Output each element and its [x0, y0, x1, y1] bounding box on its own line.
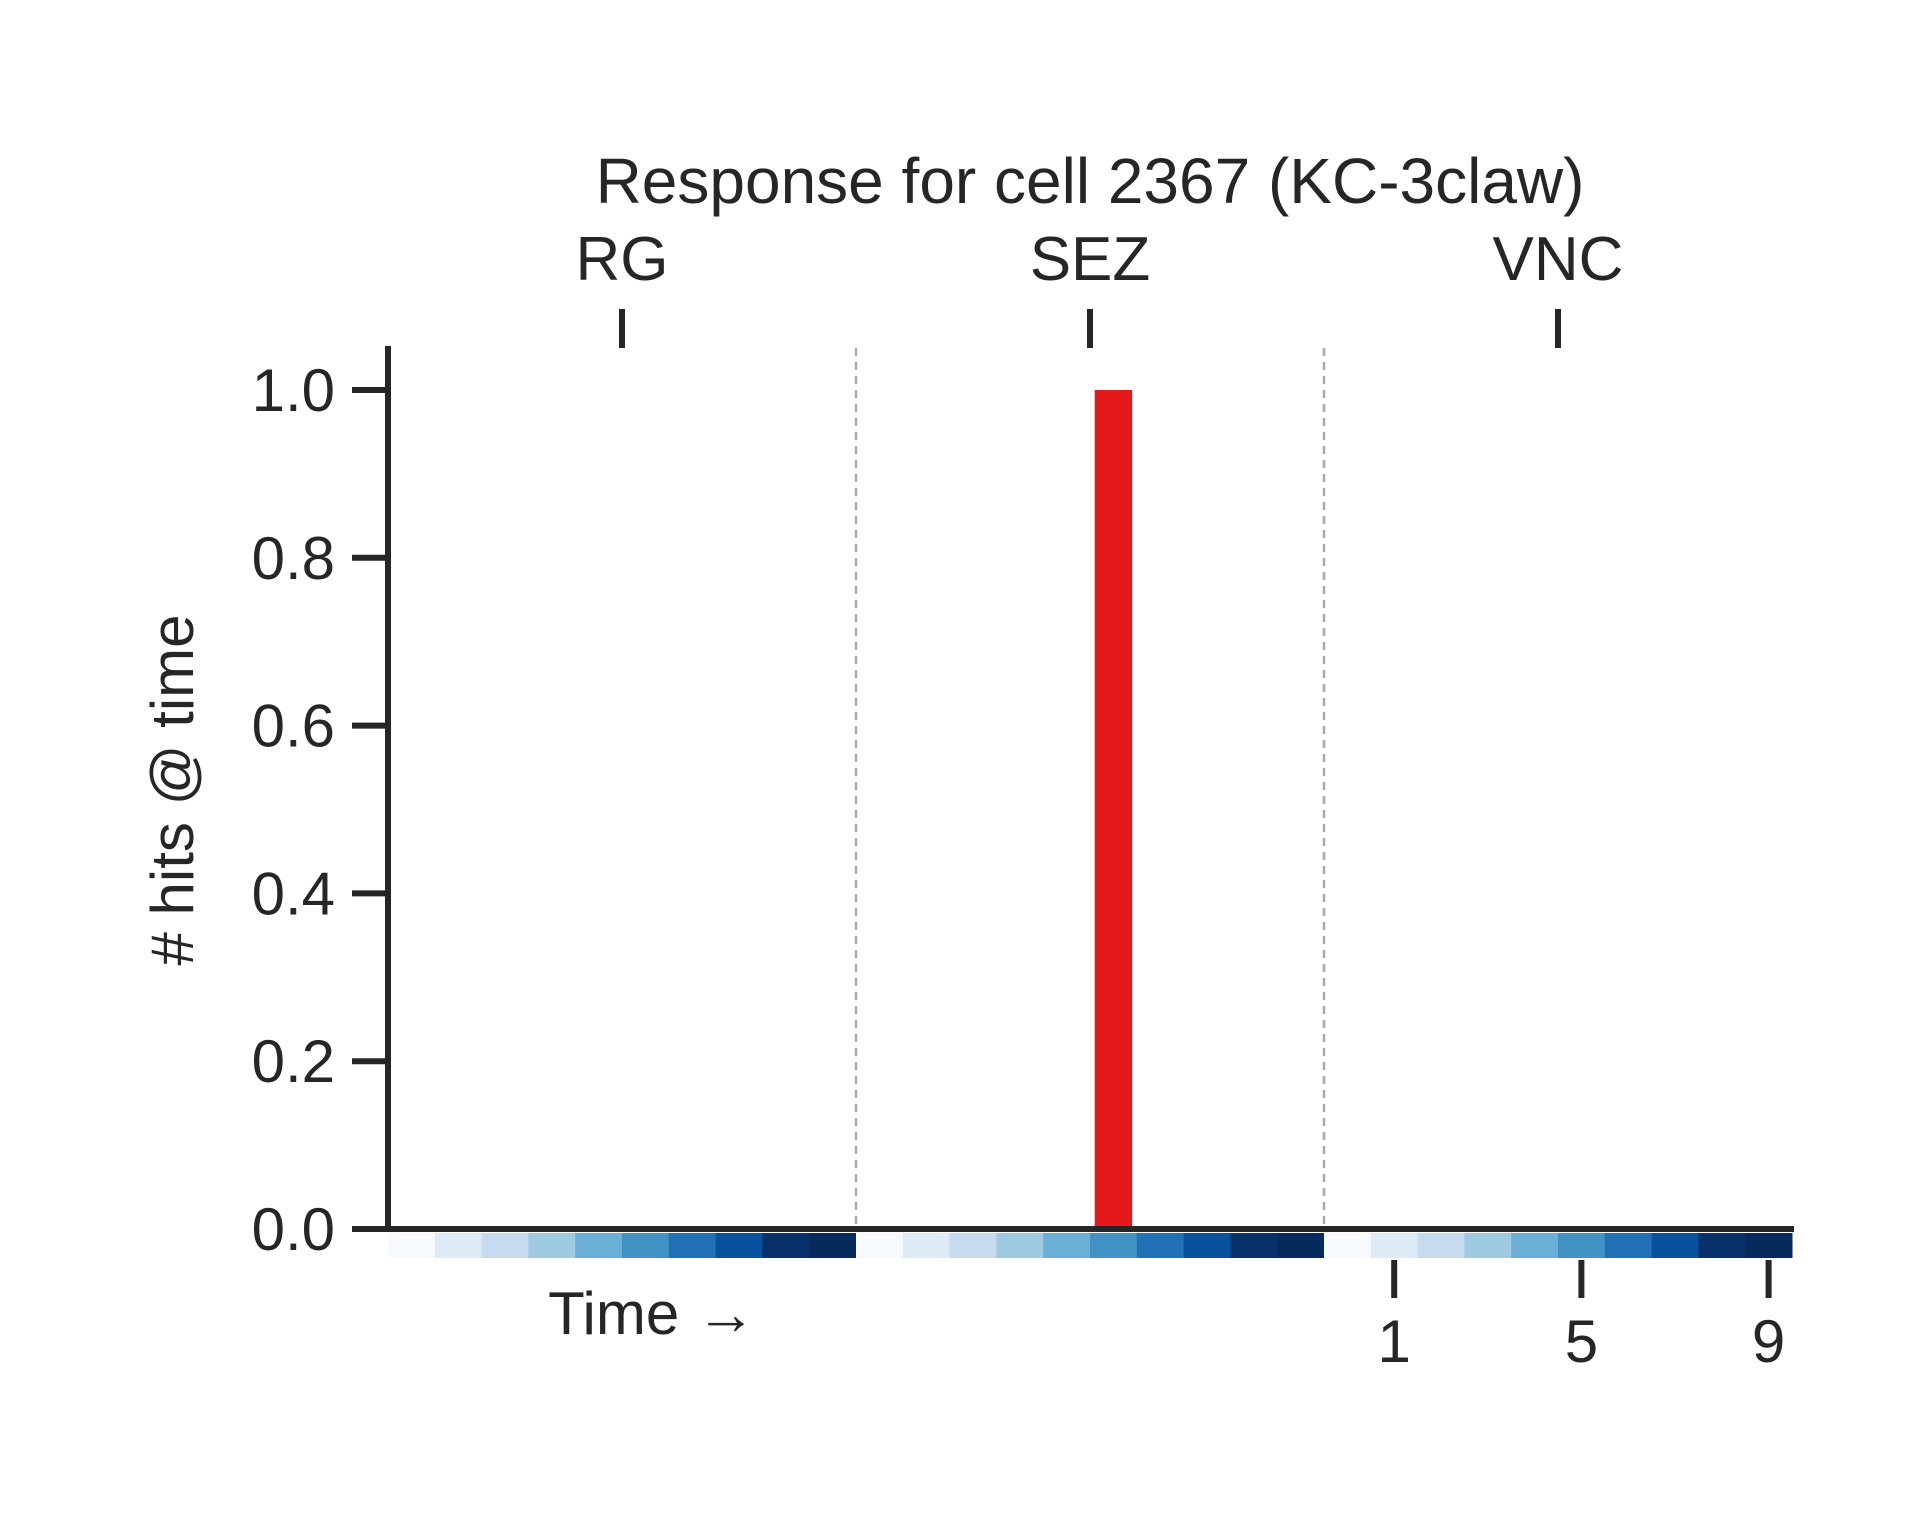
y-tick-label: 1.0 — [252, 357, 335, 424]
y-tick-label: 0.2 — [252, 1028, 335, 1095]
time-cell — [1417, 1233, 1465, 1258]
time-cell — [762, 1233, 810, 1258]
time-tick-label: 1 — [1378, 1308, 1411, 1375]
time-cell — [528, 1233, 576, 1258]
time-cell — [622, 1233, 670, 1258]
time-cell — [1277, 1233, 1325, 1258]
time-cell — [1651, 1233, 1699, 1258]
group-label: RG — [576, 225, 669, 294]
time-colorbar — [388, 1233, 1793, 1258]
time-cell — [1136, 1233, 1185, 1258]
chart-title: Response for cell 2367 (KC-3claw) — [596, 145, 1585, 217]
bars — [1094, 390, 1133, 1229]
x-axis-label: Time → — [548, 1280, 756, 1347]
group-labels: RG SEZ VNC — [576, 225, 1624, 294]
time-cell — [715, 1233, 763, 1258]
time-cell — [996, 1233, 1044, 1258]
time-cell — [388, 1233, 436, 1258]
time-cell — [1230, 1233, 1278, 1258]
time-cell — [856, 1233, 904, 1258]
bar — [1094, 390, 1133, 1229]
y-tick-label: 0.8 — [252, 525, 335, 592]
time-cell — [1090, 1233, 1138, 1258]
time-cell — [434, 1233, 483, 1258]
time-cell — [1604, 1233, 1653, 1258]
y-tick-label: 0.0 — [252, 1196, 335, 1263]
time-cell — [481, 1233, 529, 1258]
time-cell — [809, 1233, 857, 1258]
time-cell — [668, 1233, 717, 1258]
time-tick-label: 9 — [1752, 1308, 1785, 1375]
time-ticks: 1 5 9 — [1378, 1260, 1785, 1375]
time-cell — [1698, 1233, 1746, 1258]
y-axis: 0.0 0.2 0.4 0.6 0.8 1.0 — [252, 346, 391, 1263]
time-cell — [1370, 1233, 1419, 1258]
time-cell — [902, 1233, 951, 1258]
y-tick-label: 0.6 — [252, 693, 335, 760]
time-cell — [1324, 1233, 1372, 1258]
time-tick-label: 5 — [1565, 1308, 1598, 1375]
group-ticks — [619, 309, 1561, 348]
group-label: VNC — [1493, 225, 1624, 294]
group-dividers — [854, 348, 1326, 1229]
time-cell — [1043, 1233, 1091, 1258]
time-cell — [575, 1233, 623, 1258]
y-axis-label: # hits @ time — [139, 614, 206, 965]
time-cell — [1183, 1233, 1231, 1258]
time-cell — [1745, 1233, 1793, 1258]
group-label: SEZ — [1030, 225, 1151, 294]
time-cell — [949, 1233, 997, 1258]
time-cell — [1511, 1233, 1559, 1258]
time-cell — [1464, 1233, 1512, 1258]
y-tick-label: 0.4 — [252, 860, 335, 927]
time-cell — [1558, 1233, 1606, 1258]
